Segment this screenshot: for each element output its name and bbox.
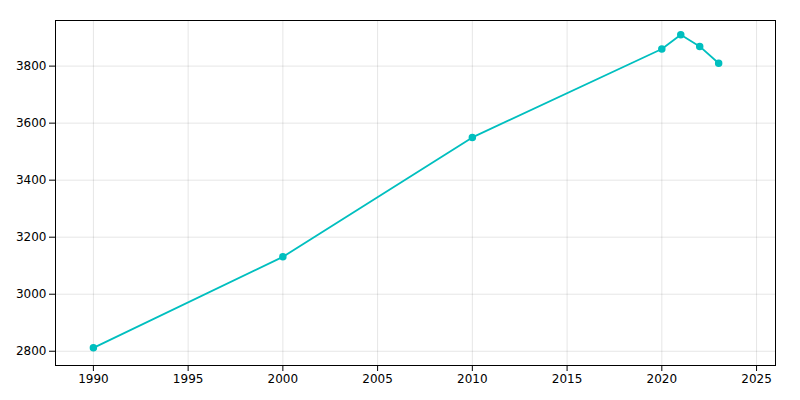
svg-text:2010: 2010 [457,372,488,386]
svg-text:2000: 2000 [268,372,299,386]
svg-text:2020: 2020 [647,372,678,386]
svg-text:3800: 3800 [16,59,47,73]
svg-text:3200: 3200 [16,230,47,244]
svg-text:2800: 2800 [16,344,47,358]
svg-text:2005: 2005 [362,372,393,386]
svg-text:3600: 3600 [16,116,47,130]
svg-text:3000: 3000 [16,287,47,301]
svg-text:3400: 3400 [16,173,47,187]
svg-text:2015: 2015 [552,372,583,386]
svg-text:1995: 1995 [173,372,204,386]
svg-text:2025: 2025 [741,372,772,386]
svg-text:1990: 1990 [78,372,109,386]
